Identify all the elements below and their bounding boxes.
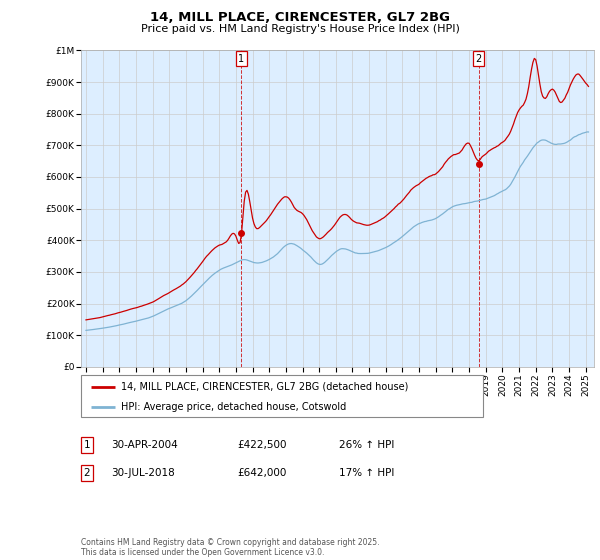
Text: HPI: Average price, detached house, Cotswold: HPI: Average price, detached house, Cots… xyxy=(121,402,346,412)
FancyBboxPatch shape xyxy=(81,375,483,417)
Text: 14, MILL PLACE, CIRENCESTER, GL7 2BG: 14, MILL PLACE, CIRENCESTER, GL7 2BG xyxy=(150,11,450,24)
Text: £422,500: £422,500 xyxy=(237,440,287,450)
Text: Contains HM Land Registry data © Crown copyright and database right 2025.
This d: Contains HM Land Registry data © Crown c… xyxy=(81,538,380,557)
Text: 1: 1 xyxy=(83,440,91,450)
Text: 2: 2 xyxy=(83,468,91,478)
Text: 14, MILL PLACE, CIRENCESTER, GL7 2BG (detached house): 14, MILL PLACE, CIRENCESTER, GL7 2BG (de… xyxy=(121,382,409,392)
Text: 30-JUL-2018: 30-JUL-2018 xyxy=(111,468,175,478)
Text: 30-APR-2004: 30-APR-2004 xyxy=(111,440,178,450)
Text: 17% ↑ HPI: 17% ↑ HPI xyxy=(339,468,394,478)
Text: 1: 1 xyxy=(238,54,244,64)
Text: 2: 2 xyxy=(476,54,482,64)
Text: £642,000: £642,000 xyxy=(237,468,286,478)
Text: 26% ↑ HPI: 26% ↑ HPI xyxy=(339,440,394,450)
Text: Price paid vs. HM Land Registry's House Price Index (HPI): Price paid vs. HM Land Registry's House … xyxy=(140,24,460,34)
